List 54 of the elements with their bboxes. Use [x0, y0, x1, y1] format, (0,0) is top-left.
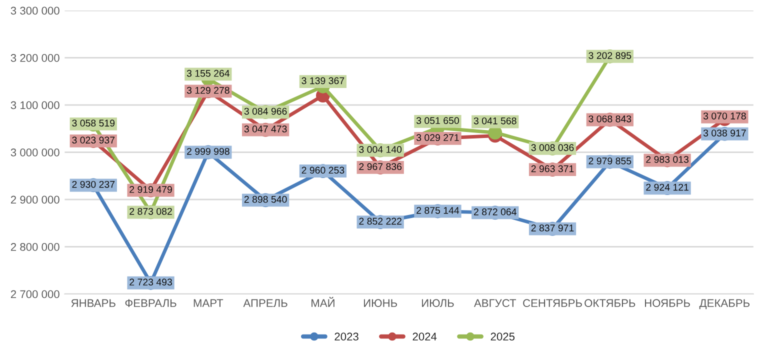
- data-label: 2 875 144: [416, 206, 460, 214]
- data-label: 2 872 064: [474, 208, 516, 216]
- x-tick-label: АПРЕЛЬ: [243, 299, 288, 307]
- y-tick-label: 3 200 000: [10, 54, 60, 62]
- data-label: 2 967 836: [359, 163, 402, 170]
- y-tick-label: 2 700 000: [10, 290, 60, 298]
- y-tick-label: 3 100 000: [10, 101, 60, 110]
- x-tick-label: ДЕКАБРЬ: [699, 299, 750, 310]
- data-label: 2 983 013: [646, 156, 688, 163]
- data-label: 2 979 855: [588, 157, 632, 164]
- data-label: 2 852 222: [359, 218, 402, 225]
- x-tick-label: СЕНТЯБРЬ: [523, 299, 582, 308]
- y-tick-label: 3 000 000: [10, 148, 60, 156]
- data-label: 2 873 082: [130, 208, 172, 215]
- data-label: 3 023 937: [72, 136, 115, 144]
- x-tick-label: ОКТЯБРЬ: [584, 299, 636, 308]
- y-tick-label: 3 300 000: [10, 6, 60, 15]
- legend-label: 2024: [412, 332, 437, 341]
- data-label: 2 930 237: [72, 180, 115, 188]
- data-label: 2 919 479: [130, 186, 172, 193]
- y-tick-label: 2 900 000: [10, 196, 60, 204]
- data-label: 3 029 271: [416, 134, 459, 142]
- data-label: 2 898 540: [244, 196, 287, 203]
- data-label: 3 008 036: [531, 144, 574, 152]
- data-label: 3 038 917: [703, 130, 746, 136]
- data-label: 3 058 519: [72, 120, 115, 127]
- data-label: 2 723 493: [130, 278, 172, 286]
- data-label: 3 139 367: [302, 77, 344, 84]
- data-label: 3 004 140: [359, 146, 402, 153]
- data-label: 3 047 473: [244, 126, 287, 132]
- x-tick-label: МАЙ: [312, 296, 334, 307]
- data-label: 3 155 264: [186, 70, 230, 77]
- y-tick-label: 2 800 000: [10, 243, 60, 251]
- data-label: 2 960 253: [302, 166, 344, 174]
- data-label: 3 070 178: [703, 112, 746, 120]
- data-label: 3 051 650: [416, 117, 459, 124]
- data-label: 2 963 371: [531, 165, 574, 172]
- data-label: 3 041 568: [474, 117, 516, 124]
- data-label: 3 084 966: [244, 108, 287, 115]
- x-tick-label: ИЮЛЬ: [422, 299, 454, 308]
- data-label: 2 924 121: [646, 184, 688, 191]
- data-label: 2 837 971: [531, 224, 574, 232]
- x-tick-label: ФЕВРАЛЬ: [125, 299, 176, 307]
- data-label: 3 202 895: [588, 52, 632, 59]
- data-label: 2 999 998: [187, 148, 230, 155]
- legend-label: 2025: [490, 332, 515, 341]
- data-label: 3 068 843: [588, 115, 632, 122]
- x-tick-label: ЯНВАРЬ: [71, 299, 116, 307]
- x-tick-label: ИЮНЬ: [364, 299, 398, 308]
- x-tick-label: НОЯБРЬ: [644, 299, 690, 308]
- legend-label: 2023: [334, 332, 358, 341]
- data-label: 3 129 278: [186, 86, 230, 94]
- x-tick-label: МАРТ: [194, 299, 224, 307]
- x-tick-label: АВГУСТ: [474, 299, 516, 308]
